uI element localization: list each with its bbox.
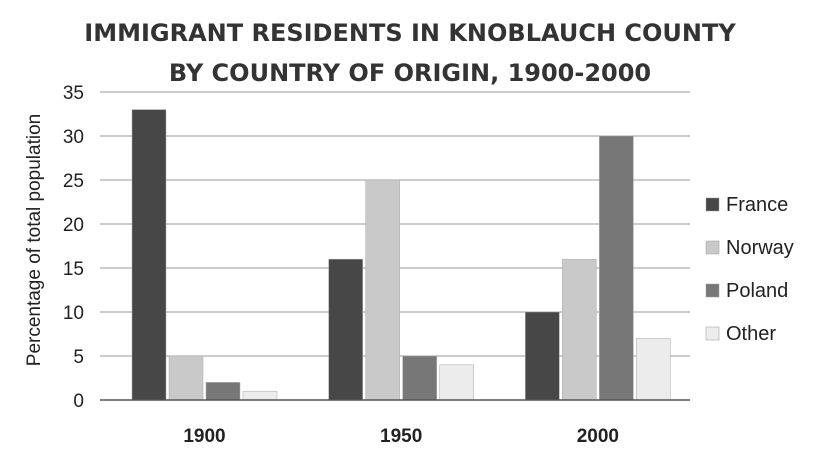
x-axis-ticks: 1900 1950 2000 [183, 426, 619, 447]
y-tick-label: 30 [63, 127, 84, 148]
bar-norway-2000 [562, 258, 597, 401]
y-tick-label: 25 [63, 171, 84, 192]
bar-other-1950 [439, 364, 474, 401]
y-tick-label: 5 [73, 347, 84, 368]
legend-label-france: France [726, 194, 788, 216]
x-tick-label: 1950 [380, 426, 422, 447]
bar-france-2000 [525, 311, 560, 401]
bar-france-1900 [131, 109, 167, 401]
legend-swatch-norway [705, 240, 720, 255]
bar-other-2000 [636, 338, 671, 401]
chart-title-line-1: IMMIGRANT RESIDENTS IN KNOBLAUCH COUNTY [84, 19, 736, 47]
legend-label-poland: Poland [726, 280, 788, 302]
chart-title-line-2: BY COUNTRY OF ORIGIN, 1900-2000 [169, 59, 651, 87]
legend-swatch-france [705, 197, 720, 212]
y-axis-ticks: 0 5 10 15 20 25 30 35 [63, 83, 84, 412]
bar-poland-1900 [205, 382, 241, 401]
legend-label-other: Other [726, 323, 776, 345]
y-tick-label: 20 [63, 215, 84, 236]
bar-norway-1900 [168, 355, 204, 401]
legend-swatch-poland [705, 283, 720, 298]
legend-label-norway: Norway [726, 237, 794, 259]
legend: France Norway Poland Other [705, 194, 794, 345]
bar-poland-1950 [402, 355, 437, 401]
y-tick-label: 35 [63, 83, 84, 104]
legend-swatch-other [705, 326, 720, 341]
bar-france-1950 [328, 258, 363, 401]
y-tick-label: 10 [63, 303, 84, 324]
y-axis-label: Percentage of total population [24, 114, 45, 366]
y-tick-label: 0 [73, 391, 84, 412]
bars [131, 109, 671, 401]
bar-norway-1950 [365, 179, 400, 401]
x-tick-label: 1900 [183, 426, 225, 447]
bar-other-1900 [242, 390, 278, 401]
x-tick-label: 2000 [577, 426, 619, 447]
bar-poland-2000 [599, 135, 634, 401]
y-tick-label: 15 [63, 259, 84, 280]
